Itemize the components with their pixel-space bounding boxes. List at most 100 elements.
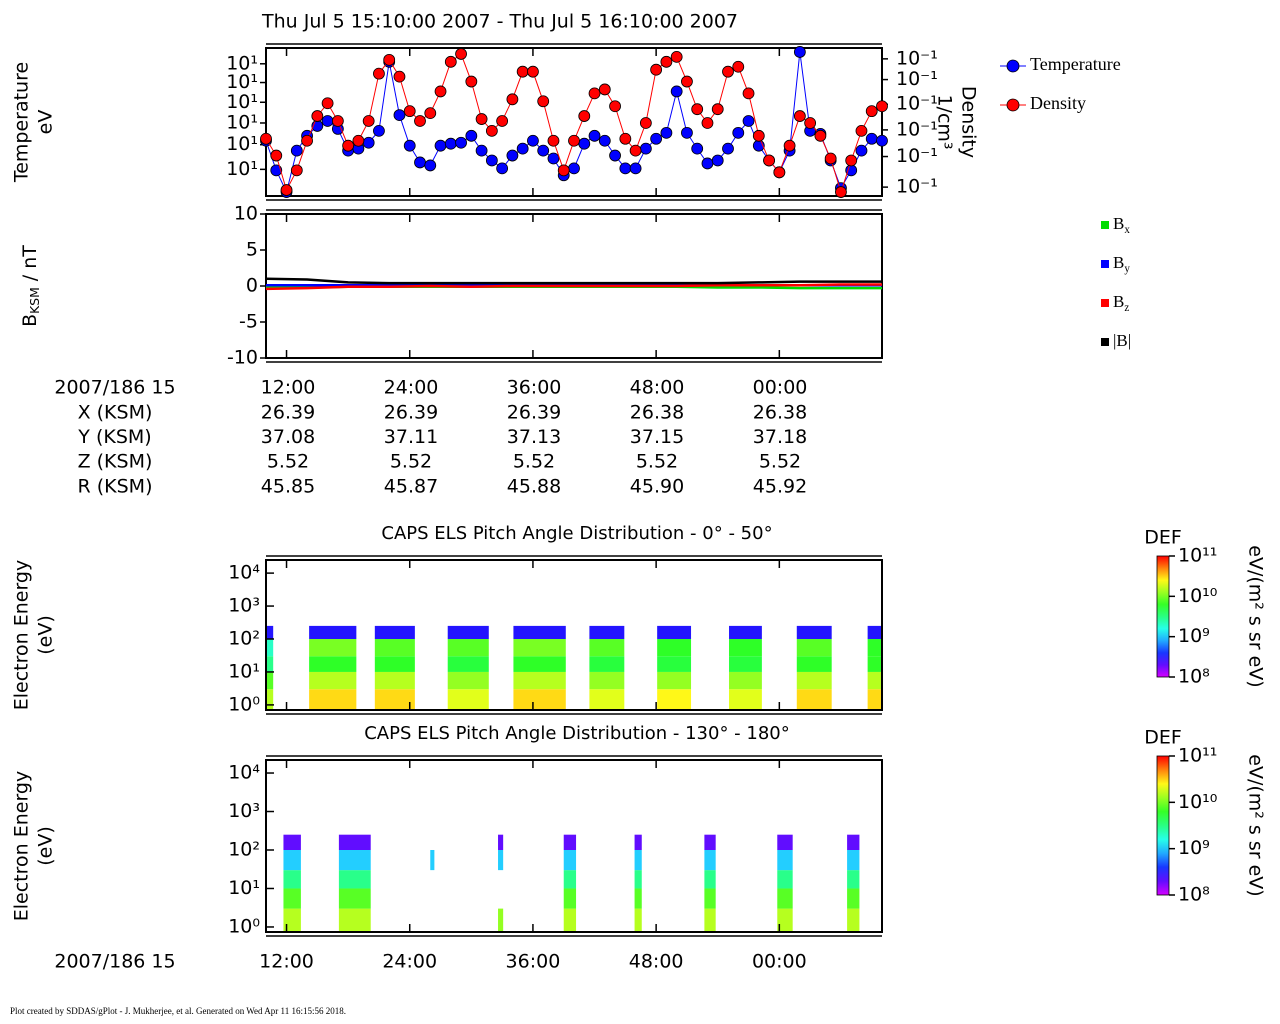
data-point [588,87,601,100]
heatmap-cell [498,849,504,871]
colorbar [1156,555,1170,678]
heatmap-cell [777,834,793,850]
data-point [578,110,591,122]
ephemeris-time: 36:00 [507,377,562,399]
heatmap-cell [847,908,860,932]
data-point [506,93,519,106]
heatmap-cell [266,689,274,710]
heatmap-cell [796,625,832,640]
y-axis-label: eV [35,110,57,135]
colorbar [1156,755,1170,896]
data-point [773,166,786,179]
y-tick-label: -5 [239,311,258,333]
ephemeris-value: 37.13 [507,426,561,448]
data-point [321,115,334,127]
data-point [465,75,478,88]
heatmap-cell [338,888,371,909]
legend-label: Temperature [1030,54,1121,74]
data-point [485,154,498,167]
heatmap-cell [729,689,762,710]
heatmap-cell [309,639,357,657]
data-point [619,162,632,175]
data-point [455,48,467,60]
heatmap-cell [657,656,692,672]
data-point [865,132,878,145]
y-axis-label: Electron Energy [11,771,33,922]
data-point [311,110,324,122]
ephemeris-value: 37.11 [384,426,438,448]
ephemeris-value: 5.52 [513,451,555,473]
heatmap-cell [847,888,860,909]
data-point [444,137,457,150]
legend-swatch [1101,338,1109,346]
heatmap-cell [266,625,274,640]
heatmap-cell [729,671,762,690]
data-point [588,129,601,142]
heatmap-cell [657,689,692,710]
y-tick-label: 10¹ [226,158,258,180]
heatmap-cell [657,671,692,690]
data-point [260,132,272,145]
data-point [373,67,385,80]
y-tick-label: 10¹ [226,52,258,74]
y-tick-label: 10¹ [226,111,258,133]
y2-tick-label: 10⁻¹ [896,93,938,115]
heatmap-cell [513,689,566,710]
y-tick-label: 10³ [228,800,260,822]
heatmap-cell [657,625,692,640]
data-point [568,162,580,175]
data-point [516,142,529,155]
legend-swatch [1101,260,1109,268]
heatmap-cell [634,870,642,889]
x-tick-label: 12:00 [259,951,314,973]
data-point [547,152,560,165]
data-point [362,115,375,127]
data-point [681,75,693,88]
heatmap-cell [513,671,566,690]
heatmap-cell [729,639,762,657]
data-point [403,105,416,118]
data-point [527,65,539,78]
data-point [845,154,858,167]
heatmap-cell [338,908,371,932]
data-point [681,126,693,139]
x-tick-label: 24:00 [382,951,437,973]
ephemeris-time: 12:00 [261,377,316,399]
heatmap-cell [283,870,301,889]
ephemeris-value: 26.38 [753,402,807,424]
heatmap-cell [589,639,625,657]
heatmap-cell [847,870,860,889]
heatmap-cell [777,870,793,889]
heatmap-cell [634,834,642,850]
heatmap-cell [589,689,625,710]
data-point [280,184,293,196]
ephemeris-value: 5.52 [759,451,801,473]
heatmap-cell [309,656,357,672]
heatmap-cell [704,888,716,909]
data-point [424,107,437,120]
ephemeris-value: 5.52 [390,451,432,473]
y2-tick-label: 10⁻¹ [896,176,938,198]
y-tick-label: 10¹ [228,660,260,682]
heatmap-cell [729,656,762,672]
data-point [629,144,642,157]
y2-axis-label: Density [958,86,980,158]
ephemeris-value: 45.90 [630,475,684,497]
y2-tick-label: 10⁻¹ [896,145,938,167]
heatmap-cell [796,656,832,672]
data-point [362,136,375,149]
y-tick-label: 10¹ [226,71,258,93]
data-point [383,53,396,66]
ephemeris-value: 26.39 [507,402,561,424]
data-point [609,149,621,162]
heatmap-cell [498,908,504,932]
colorbar-units: eV/(m² s sr eV) [1245,545,1267,687]
ephemeris-value: 26.38 [630,402,684,424]
y2-tick-label: 10⁻¹ [896,47,938,69]
y-tick-label: 10⁴ [228,562,260,584]
heatmap-cell [374,656,415,672]
data-point [660,126,673,139]
data-point [814,129,827,142]
heatmap-cell [796,639,832,657]
colorbar-tick-label: 10⁹ [1178,837,1210,859]
